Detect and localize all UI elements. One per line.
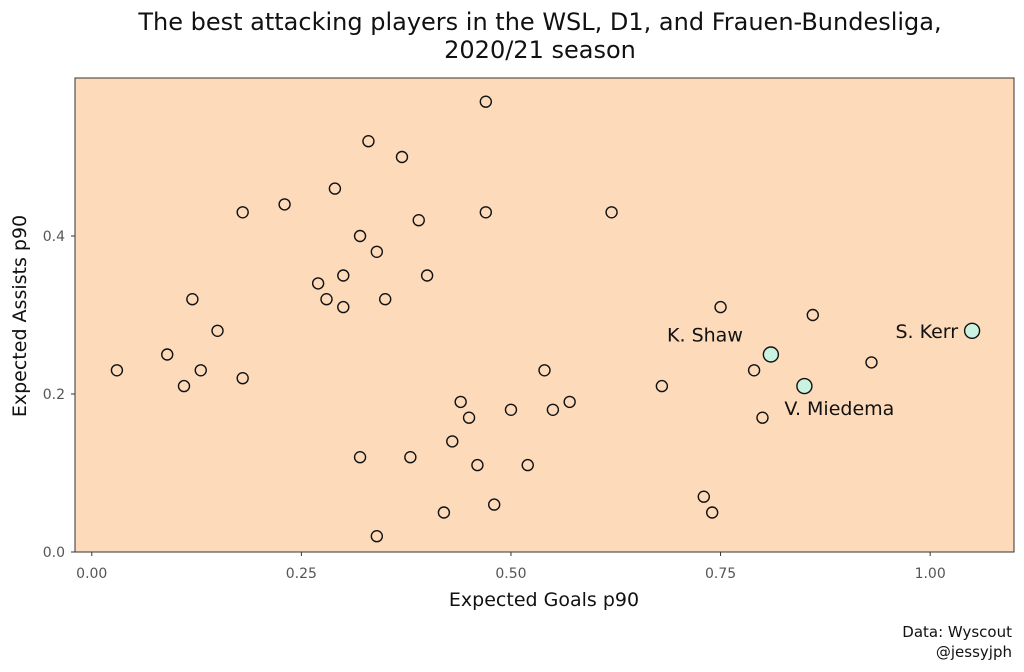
plot-panel	[74, 77, 1015, 553]
data-point	[563, 395, 576, 409]
data-point	[320, 293, 333, 306]
data-point	[487, 498, 501, 511]
y-tick-label: 0.4	[43, 229, 65, 245]
data-point	[504, 403, 518, 416]
data-point	[236, 372, 249, 385]
data-point	[311, 277, 325, 290]
data-point	[412, 213, 425, 227]
data-point	[446, 435, 459, 448]
data-point	[756, 411, 769, 424]
x-tick-label: 1.00	[915, 566, 946, 582]
caption-author: @jessyjph	[936, 643, 1012, 661]
caption-source: Data: Wyscout	[902, 623, 1012, 641]
y-axis-label: Expected Assists p90	[9, 215, 31, 417]
data-point	[110, 364, 124, 377]
data-point	[236, 206, 249, 219]
data-point	[462, 411, 476, 424]
data-point	[747, 364, 761, 377]
chart-title: The best attacking players in the WSL, D…	[137, 8, 941, 36]
data-point	[337, 269, 350, 282]
x-tick-label: 0.25	[286, 566, 317, 582]
data-point	[395, 150, 409, 164]
data-point	[655, 379, 669, 393]
data-point	[479, 206, 493, 219]
data-point	[404, 451, 417, 464]
data-point	[806, 308, 819, 322]
x-axis-ticks: 0.00 0.25 0.50 0.75 1.00	[76, 552, 946, 582]
data-point	[521, 458, 534, 472]
data-point	[353, 451, 367, 464]
data-point	[605, 206, 618, 219]
highlighted-point	[963, 322, 981, 339]
data-point	[370, 245, 384, 259]
data-point	[194, 364, 207, 377]
data-point	[379, 293, 392, 306]
data-point	[362, 134, 375, 148]
highlighted-point	[796, 377, 813, 395]
x-tick-label: 0.00	[76, 566, 107, 582]
data-point	[420, 269, 434, 282]
data-point	[538, 364, 551, 377]
x-tick-label: 0.75	[705, 566, 736, 582]
data-point	[328, 182, 342, 195]
x-axis-label: Expected Goals p90	[449, 589, 639, 611]
y-tick-label: 0.0	[43, 545, 65, 561]
data-point	[370, 530, 384, 543]
data-point	[705, 506, 719, 519]
data-point	[211, 324, 224, 337]
data-point	[161, 348, 174, 361]
data-point	[454, 395, 467, 409]
data-point	[865, 356, 878, 369]
data-point	[278, 198, 291, 211]
y-axis-ticks: 0.0 0.2 0.4	[43, 229, 75, 561]
data-point	[186, 293, 199, 306]
point-annotation: S. Kerr	[895, 321, 958, 343]
highlighted-point	[762, 346, 780, 363]
data-point	[697, 490, 710, 503]
data-point	[177, 379, 191, 393]
data-point	[337, 300, 350, 314]
data-point	[714, 300, 727, 314]
data-point	[471, 458, 484, 472]
chart-subtitle: 2020/21 season	[444, 36, 636, 64]
data-points	[110, 95, 878, 543]
point-annotation: K. Shaw	[667, 325, 743, 347]
data-point	[437, 506, 451, 519]
point-annotation: V. Miedema	[784, 398, 894, 420]
data-point	[479, 95, 493, 108]
x-tick-label: 0.50	[495, 566, 526, 582]
data-point	[353, 229, 367, 243]
data-point	[546, 403, 560, 416]
y-tick-label: 0.2	[43, 387, 65, 403]
highlighted-points: K. Shaw V. Miedema S. Kerr	[667, 321, 981, 420]
